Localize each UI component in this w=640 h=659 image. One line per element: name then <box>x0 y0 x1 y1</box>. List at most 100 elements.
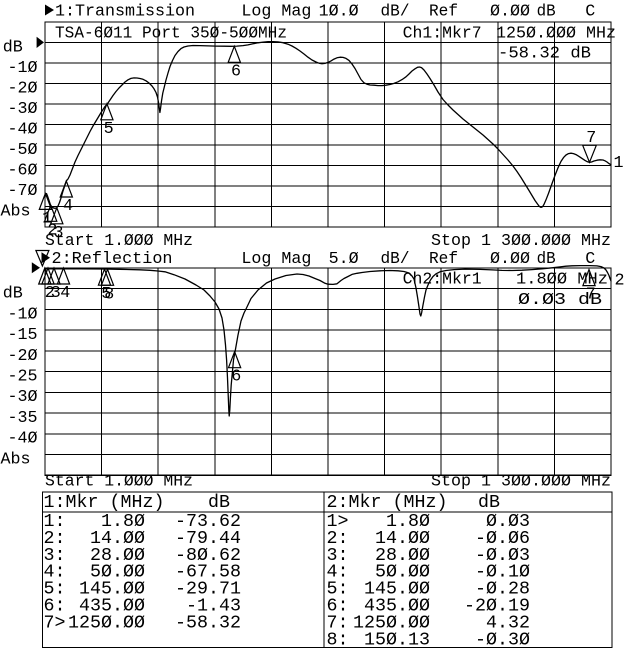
svg-text:Abs: Abs <box>1 451 31 470</box>
svg-text:-2Ø: -2Ø <box>7 347 37 366</box>
svg-text:3:: 3: <box>327 546 349 566</box>
svg-text:dB: dB <box>3 285 23 304</box>
svg-text:-8Ø.62: -8Ø.62 <box>175 546 241 566</box>
svg-text:Ø.ØØ: Ø.ØØ <box>490 250 530 269</box>
svg-text:dB: dB <box>208 493 230 513</box>
svg-text:-29.71: -29.71 <box>175 580 241 600</box>
svg-text:7: 7 <box>586 129 596 148</box>
svg-text:-79.44: -79.44 <box>175 529 241 549</box>
svg-text:-25: -25 <box>7 368 37 387</box>
svg-text:Stop 1 3ØØ.ØØØ MHz: Stop 1 3ØØ.ØØØ MHz <box>431 232 611 251</box>
svg-text:5:: 5: <box>44 580 66 600</box>
svg-text:C: C <box>585 250 595 269</box>
svg-text:1.8Ø: 1.8Ø <box>386 512 430 532</box>
svg-text:-3Ø: -3Ø <box>7 100 37 119</box>
svg-text:dB/: dB/ <box>381 3 410 22</box>
svg-text:6:: 6: <box>327 597 349 617</box>
svg-text:-73.62: -73.62 <box>175 512 241 532</box>
svg-text:Log Mag: Log Mag <box>241 250 311 269</box>
svg-text:125Ø.ØØ: 125Ø.ØØ <box>68 613 145 633</box>
svg-text:1:Mkr (MHz): 1:Mkr (MHz) <box>44 493 165 513</box>
svg-text:-Ø.Ø6: -Ø.Ø6 <box>475 529 530 549</box>
svg-text:435.ØØ: 435.ØØ <box>364 597 430 617</box>
svg-text:-35: -35 <box>7 409 37 428</box>
svg-text:2:Mkr (MHz): 2:Mkr (MHz) <box>327 493 448 513</box>
svg-text:1: 1 <box>614 154 624 173</box>
svg-text:TSA-6Ø11 Port 35Ø-5ØØMHz: TSA-6Ø11 Port 35Ø-5ØØMHz <box>55 25 287 44</box>
svg-text:2:Reflection: 2:Reflection <box>52 250 173 269</box>
svg-text:Ø.Ø3: Ø.Ø3 <box>486 512 530 532</box>
svg-text:-58.32 dB: -58.32 dB <box>498 45 591 64</box>
svg-text:28.ØØ: 28.ØØ <box>90 546 145 566</box>
svg-text:15Ø.13: 15Ø.13 <box>364 630 430 650</box>
svg-text:Start 1.ØØØ MHz: Start 1.ØØØ MHz <box>45 232 193 251</box>
svg-text:2: 2 <box>45 284 55 303</box>
svg-text:Stop 1 3ØØ.ØØØ MHz: Stop 1 3ØØ.ØØØ MHz <box>431 473 611 492</box>
svg-text:145.ØØ: 145.ØØ <box>79 580 145 600</box>
svg-text:2:: 2: <box>44 529 66 549</box>
svg-text:-15: -15 <box>7 326 37 345</box>
svg-text:6: 6 <box>231 62 241 81</box>
svg-text:14.ØØ: 14.ØØ <box>375 529 430 549</box>
svg-text:435.ØØ: 435.ØØ <box>79 597 145 617</box>
svg-text:4:: 4: <box>327 563 349 583</box>
svg-text:-2Ø: -2Ø <box>7 79 37 98</box>
svg-text:dB: dB <box>537 3 556 22</box>
svg-text:125Ø.ØØØ MHz: 125Ø.ØØØ MHz <box>496 25 616 44</box>
svg-text:dB/: dB/ <box>381 250 410 269</box>
svg-text:Ø.ØØ: Ø.ØØ <box>490 3 530 22</box>
svg-text:8: 8 <box>104 285 114 304</box>
svg-text:4:: 4: <box>44 563 66 583</box>
svg-text:1: 1 <box>42 209 52 228</box>
svg-text:-1.43: -1.43 <box>186 597 241 617</box>
svg-text:7>: 7> <box>44 613 66 633</box>
svg-text:Ref: Ref <box>429 250 458 269</box>
svg-text:-4Ø: -4Ø <box>7 430 37 449</box>
svg-text:7:: 7: <box>327 613 349 633</box>
svg-text:5.Ø: 5.Ø <box>329 250 359 269</box>
svg-text:6:: 6: <box>44 597 66 617</box>
svg-text:-Ø.Ø3: -Ø.Ø3 <box>475 546 530 566</box>
svg-text:Start 1.ØØØ MHz: Start 1.ØØØ MHz <box>45 473 193 492</box>
svg-text:-4Ø: -4Ø <box>7 120 37 139</box>
svg-text:6: 6 <box>231 368 241 387</box>
svg-text:2: 2 <box>615 272 625 291</box>
svg-text:4.32: 4.32 <box>486 613 530 633</box>
svg-text:125Ø.ØØ: 125Ø.ØØ <box>353 613 430 633</box>
svg-text:3: 3 <box>51 284 61 303</box>
svg-text:-2Ø.19: -2Ø.19 <box>464 597 530 617</box>
svg-text:3:: 3: <box>44 546 66 566</box>
svg-text:28.ØØ: 28.ØØ <box>375 546 430 566</box>
svg-text:-6Ø: -6Ø <box>7 161 37 180</box>
svg-text:5Ø.ØØ: 5Ø.ØØ <box>375 563 430 583</box>
svg-text:Ref: Ref <box>429 3 458 22</box>
svg-text:1Ø.Ø: 1Ø.Ø <box>319 3 359 22</box>
svg-text:4: 4 <box>63 197 73 216</box>
svg-text:8:: 8: <box>327 630 349 650</box>
svg-text:-7Ø: -7Ø <box>7 182 37 201</box>
svg-text:-Ø.28: -Ø.28 <box>475 580 530 600</box>
svg-text:Log Mag: Log Mag <box>241 3 311 22</box>
svg-text:145.ØØ: 145.ØØ <box>364 580 430 600</box>
svg-text:-Ø.3Ø: -Ø.3Ø <box>475 630 530 650</box>
svg-text:-67.58: -67.58 <box>175 563 241 583</box>
svg-text:5: 5 <box>104 120 114 139</box>
svg-text:C: C <box>585 3 595 22</box>
svg-text:14.ØØ: 14.ØØ <box>90 529 145 549</box>
svg-text:-58.32: -58.32 <box>175 613 241 633</box>
svg-text:2:: 2: <box>327 529 349 549</box>
svg-text:dB: dB <box>3 38 23 57</box>
svg-text:Ch2:Mkr1: Ch2:Mkr1 <box>403 271 482 290</box>
svg-text:-1Ø: -1Ø <box>7 59 37 78</box>
svg-text:1.8ØØ MHz: 1.8ØØ MHz <box>516 271 608 290</box>
svg-text:5: 5 <box>101 285 111 304</box>
svg-text:3: 3 <box>54 224 64 243</box>
svg-text:dB: dB <box>537 250 556 269</box>
svg-text:5:: 5: <box>327 580 349 600</box>
svg-text:7: 7 <box>586 286 596 305</box>
svg-text:1:Transmission: 1:Transmission <box>55 3 195 22</box>
svg-text:Ch1:Mkr7: Ch1:Mkr7 <box>403 25 482 44</box>
svg-text:2: 2 <box>47 221 57 240</box>
svg-text:dB: dB <box>478 493 500 513</box>
svg-text:1.8Ø: 1.8Ø <box>101 512 145 532</box>
